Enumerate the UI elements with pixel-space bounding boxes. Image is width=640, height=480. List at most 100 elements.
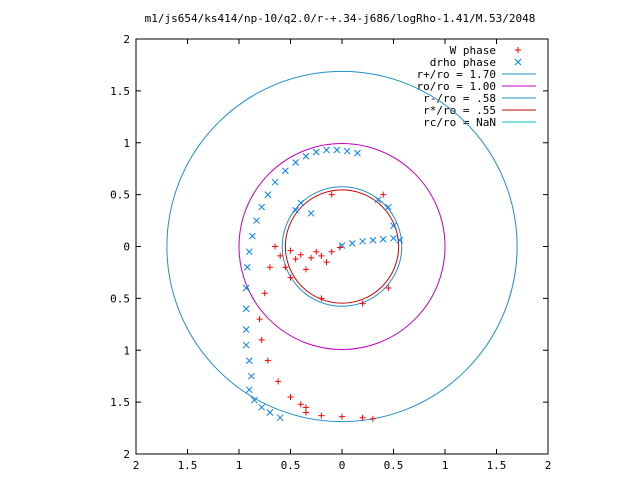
y-tick-label: 2 bbox=[123, 33, 130, 46]
data-point bbox=[390, 234, 397, 242]
data-point bbox=[264, 357, 271, 364]
data-point bbox=[323, 259, 330, 266]
y-tick-label: 2 bbox=[123, 448, 130, 461]
legend-label: drho phase bbox=[430, 56, 496, 69]
data-point bbox=[251, 396, 258, 404]
x-tick-label: 0.5 bbox=[384, 459, 404, 472]
data-point bbox=[297, 199, 305, 207]
x-tick-label: 1 bbox=[442, 459, 449, 472]
data-point bbox=[245, 248, 253, 256]
data-point bbox=[318, 295, 325, 302]
x-tick-label: 1.5 bbox=[178, 459, 198, 472]
data-point bbox=[318, 412, 325, 419]
x-axis: 2 1.5 1 0.5 0 0.5 1 1.5 2 bbox=[133, 39, 552, 472]
data-point bbox=[302, 404, 309, 411]
data-point bbox=[297, 251, 304, 258]
data-point bbox=[248, 372, 255, 380]
data-point bbox=[245, 357, 253, 364]
data-point bbox=[359, 300, 366, 307]
data-point bbox=[292, 159, 300, 166]
chart-title: m1/js654/ks414/np-10/q2.0/r-+.34-j686/lo… bbox=[145, 12, 536, 25]
data-point bbox=[313, 248, 320, 255]
data-point bbox=[336, 244, 343, 251]
y-tick-label: 0 bbox=[123, 241, 130, 254]
data-point bbox=[385, 285, 392, 291]
circle-r-ro bbox=[281, 186, 403, 307]
data-point bbox=[354, 149, 361, 157]
data-point bbox=[287, 274, 294, 281]
legend-swatch bbox=[515, 47, 521, 53]
data-point bbox=[328, 191, 335, 198]
data-point bbox=[245, 386, 253, 394]
series-w-phase bbox=[256, 191, 392, 422]
data-point bbox=[264, 191, 272, 198]
data-point bbox=[302, 152, 310, 160]
data-point bbox=[287, 247, 294, 254]
data-point bbox=[242, 341, 250, 349]
data-point bbox=[374, 196, 382, 204]
data-point bbox=[318, 252, 325, 259]
data-point bbox=[253, 217, 260, 224]
data-point bbox=[369, 236, 377, 244]
data-point bbox=[292, 255, 299, 262]
x-tick-label: 1 bbox=[236, 459, 243, 472]
data-point bbox=[261, 290, 268, 297]
data-point bbox=[302, 266, 309, 273]
data-point bbox=[243, 263, 251, 271]
data-point bbox=[258, 336, 265, 343]
y-tick-label: 0.5 bbox=[110, 292, 130, 305]
data-point bbox=[242, 305, 250, 313]
y-axis: 2 1.5 1 0.5 0 0.5 1 1.5 2 bbox=[110, 33, 548, 461]
data-point bbox=[258, 403, 266, 411]
legend-label: r+/ro = 1.70 bbox=[417, 68, 496, 81]
x-tick-label: 0 bbox=[339, 459, 346, 472]
data-point bbox=[258, 203, 266, 211]
legend-label: ro/ro = 1.00 bbox=[417, 80, 496, 93]
data-point bbox=[249, 232, 256, 240]
data-point bbox=[328, 248, 335, 255]
data-point bbox=[292, 206, 300, 214]
data-point bbox=[339, 413, 345, 420]
data-point bbox=[307, 209, 315, 217]
reference-circles bbox=[166, 70, 518, 423]
data-point bbox=[266, 409, 274, 416]
circle-r*ro bbox=[284, 189, 400, 304]
data-point bbox=[276, 414, 284, 422]
data-point bbox=[390, 222, 397, 230]
data-point bbox=[272, 243, 279, 250]
circle-roro bbox=[238, 143, 446, 350]
data-point bbox=[359, 237, 366, 245]
legend-label: r*/ro = .55 bbox=[423, 104, 496, 117]
data-point bbox=[333, 146, 341, 154]
data-point bbox=[369, 415, 376, 422]
data-point bbox=[297, 401, 304, 408]
x-tick-label: 2 bbox=[545, 459, 552, 472]
data-point bbox=[308, 254, 315, 261]
data-point bbox=[242, 326, 250, 333]
data-point bbox=[271, 178, 279, 186]
data-point bbox=[256, 316, 263, 323]
data-point bbox=[302, 409, 309, 416]
data-point bbox=[312, 148, 320, 156]
data-point bbox=[275, 378, 282, 385]
data-point bbox=[287, 393, 294, 400]
x-tick-label: 0.5 bbox=[281, 459, 301, 472]
data-point bbox=[396, 236, 404, 244]
data-point bbox=[343, 147, 351, 155]
y-tick-label: 1.5 bbox=[110, 85, 130, 98]
x-tick-label: 2 bbox=[133, 459, 140, 472]
data-point bbox=[359, 414, 366, 421]
data-point bbox=[277, 252, 284, 259]
legend-swatch bbox=[514, 58, 522, 66]
data-point bbox=[348, 240, 356, 247]
y-tick-label: 1.5 bbox=[110, 396, 130, 409]
data-point bbox=[384, 203, 392, 211]
data-point bbox=[379, 235, 387, 243]
y-tick-label: 0.5 bbox=[110, 189, 130, 202]
data-point bbox=[242, 284, 250, 292]
y-tick-label: 1 bbox=[123, 344, 130, 357]
data-point bbox=[323, 146, 330, 154]
data-point bbox=[380, 191, 387, 198]
